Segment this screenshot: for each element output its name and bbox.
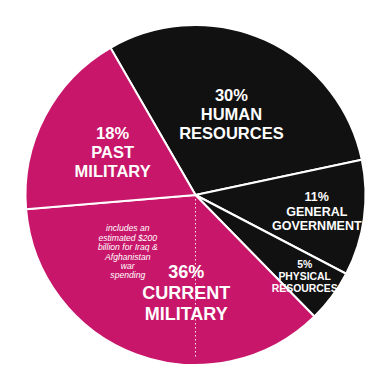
slice-label-line: PHYSICAL: [278, 271, 331, 282]
value-label: 11%: [305, 190, 329, 204]
slice-label-line: PAST: [91, 143, 134, 161]
labels: 30%HUMANRESOURCES11%GENERALGOVERNMENT5%P…: [75, 86, 362, 324]
slice-label: PASTMILITARY: [75, 143, 151, 180]
slice-label-line: HUMAN: [201, 105, 262, 123]
slice-label: GENERALGOVERNMENT: [272, 205, 362, 233]
slice-label-line: RESOURCES: [179, 124, 284, 142]
annotation-line: spending: [110, 270, 145, 280]
slice-label: CURRENTMILITARY: [142, 283, 230, 324]
slice-label-line: MILITARY: [145, 304, 228, 324]
value-label: 36%: [168, 262, 204, 282]
value-label: 18%: [96, 124, 129, 142]
slice-label-line: CURRENT: [142, 283, 230, 303]
slice-label: HUMANRESOURCES: [179, 105, 284, 142]
slice-label-line: GOVERNMENT: [272, 219, 362, 233]
slice: [26, 48, 196, 209]
chart: 30%HUMANRESOURCES11%GENERALGOVERNMENT5%P…: [0, 0, 391, 390]
slice-label-line: GENERAL: [286, 205, 347, 219]
slices: [26, 25, 366, 365]
divider-line: [195, 195, 196, 357]
value-label: 30%: [215, 86, 248, 104]
annotation: includes anestimated $200billion for Ira…: [98, 223, 158, 280]
slice-label-line: RESOURCES: [272, 283, 338, 294]
value-label: 5%: [297, 259, 312, 270]
slice-label: PHYSICALRESOURCES: [272, 271, 338, 294]
slice-label-line: MILITARY: [75, 162, 151, 180]
